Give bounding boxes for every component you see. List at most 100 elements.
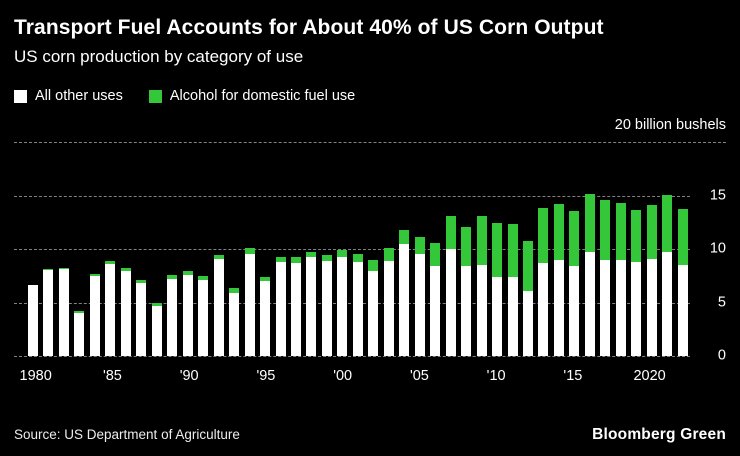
legend-swatch-icon — [148, 89, 162, 103]
bar-segment-other — [538, 262, 549, 356]
bar-2021 — [662, 142, 673, 356]
y-tick-label: 15 — [709, 186, 726, 203]
bar-1995 — [260, 142, 271, 356]
x-tick-label: 2020 — [633, 368, 666, 384]
bar-segment-other — [120, 271, 131, 356]
bar-2017 — [600, 142, 611, 356]
bar-segment-other — [615, 260, 626, 356]
bar-segment-fuel — [58, 267, 69, 270]
bar-segment-fuel — [43, 269, 54, 270]
x-tick-label: 1980 — [19, 368, 52, 384]
bar-segment-fuel — [306, 251, 317, 258]
bar-1982 — [58, 142, 69, 356]
bar-segment-other — [631, 262, 642, 356]
bar-segment-other — [492, 276, 503, 356]
legend-label: All other uses — [35, 88, 123, 104]
bar-segment-fuel — [182, 271, 193, 275]
bar-segment-other — [584, 252, 595, 356]
bar-segment-fuel — [151, 303, 162, 307]
gridline-15 — [14, 195, 690, 197]
bar-segment-fuel — [198, 276, 209, 281]
bar-1998 — [306, 142, 317, 356]
bar-2013 — [538, 142, 549, 356]
bar-segment-fuel — [553, 203, 564, 260]
x-tick-label: '00 — [333, 368, 353, 384]
bar-1999 — [321, 142, 332, 356]
bar-segment-fuel — [368, 260, 379, 271]
bars-layer — [28, 142, 688, 356]
bar-segment-other — [136, 282, 147, 356]
bar-segment-other — [182, 274, 193, 356]
bar-segment-other — [74, 313, 85, 356]
bar-segment-other — [28, 285, 38, 356]
bar-segment-fuel — [290, 257, 301, 263]
x-tick-label: '05 — [409, 368, 429, 384]
bar-1984 — [89, 142, 100, 356]
bar-segment-other — [569, 266, 580, 356]
bar-segment-other — [553, 259, 564, 356]
bar-segment-fuel — [523, 240, 533, 291]
bar-segment-other — [677, 264, 688, 356]
legend-item: All other uses — [14, 88, 123, 104]
bar-segment-other — [662, 251, 673, 356]
bar-segment-other — [352, 261, 363, 356]
bar-segment-fuel — [414, 237, 425, 255]
y-tick-label: 0 — [717, 347, 726, 364]
bar-segment-other — [229, 293, 240, 356]
bloomberg-green-logo: Bloomberg Green — [592, 426, 726, 443]
bar-2018 — [615, 142, 626, 356]
plot-area: 15 10 5 0 — [14, 142, 726, 362]
bar-segment-fuel — [260, 276, 271, 282]
x-tick-label: '85 — [102, 368, 122, 384]
bar-segment-fuel — [213, 254, 224, 260]
bar-segment-fuel — [646, 205, 657, 259]
bar-segment-fuel — [430, 243, 441, 267]
x-tick-label: '95 — [256, 368, 276, 384]
bar-segment-fuel — [229, 288, 240, 294]
bar-segment-other — [43, 269, 54, 356]
bar-segment-fuel — [631, 210, 642, 263]
bar-2002 — [368, 142, 379, 356]
x-tick-label: '90 — [179, 368, 199, 384]
gridline-20 — [14, 142, 726, 143]
bar-segment-other — [290, 262, 301, 356]
bar-1994 — [244, 142, 255, 356]
bar-2012 — [523, 142, 533, 356]
bar-segment-fuel — [120, 267, 131, 272]
legend-swatch-icon — [14, 89, 27, 103]
x-tick-label: '10 — [486, 368, 506, 384]
bar-segment-other — [337, 256, 348, 356]
bar-segment-other — [414, 254, 425, 356]
bar-segment-fuel — [275, 257, 286, 262]
bar-segment-other — [321, 261, 332, 356]
bar-segment-other — [198, 280, 209, 356]
bar-1993 — [229, 142, 240, 356]
bar-2004 — [399, 142, 410, 356]
bar-2009 — [476, 142, 487, 356]
bar-segment-fuel — [662, 194, 673, 252]
bar-segment-other — [58, 269, 69, 356]
bar-1991 — [198, 142, 209, 356]
bar-segment-fuel — [383, 248, 394, 261]
footer: Source: US Department of Agriculture Blo… — [14, 426, 726, 444]
legend-item: Alcohol for domestic fuel use — [148, 88, 355, 104]
bar-segment-other — [600, 259, 611, 356]
bar-segment-fuel — [89, 273, 100, 277]
bar-1997 — [290, 142, 301, 356]
y-tick-label: 5 — [717, 293, 726, 310]
bar-segment-other — [167, 278, 178, 356]
bar-segment-other — [646, 258, 657, 356]
bar-segment-other — [523, 290, 533, 356]
bar-segment-fuel — [677, 209, 688, 265]
bar-segment-fuel — [136, 279, 147, 283]
bar-segment-other — [260, 281, 271, 356]
bar-segment-other — [368, 270, 379, 356]
bar-segment-other — [244, 254, 255, 356]
bar-segment-other — [105, 263, 116, 356]
bar-segment-fuel — [321, 255, 332, 262]
bar-1990 — [182, 142, 193, 356]
bar-1989 — [167, 142, 178, 356]
x-tick-label: '15 — [563, 368, 583, 384]
bar-1981 — [43, 142, 54, 356]
bar-segment-other — [89, 276, 100, 356]
